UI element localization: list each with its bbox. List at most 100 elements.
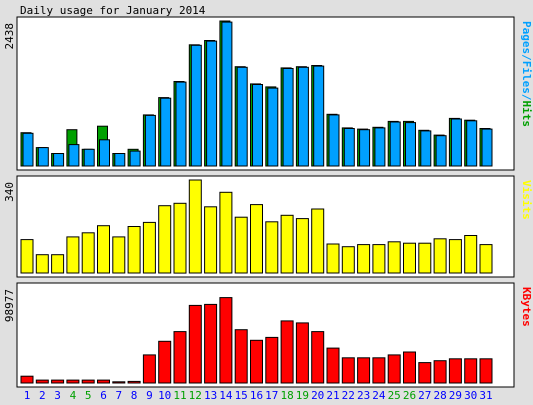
x-tick-label: 3 — [54, 389, 61, 402]
x-tick-label: 13 — [204, 389, 217, 402]
kbytes-bar-kbytes-21 — [326, 347, 340, 384]
kbytes-bar-kbytes-1 — [20, 375, 34, 384]
hits-bar-files-20 — [313, 65, 325, 167]
x-tick-label: 1 — [24, 389, 31, 402]
visits-bar-visits-26 — [403, 242, 416, 274]
hits-bar-files-26 — [405, 122, 416, 167]
x-tick-label: 12 — [189, 389, 202, 402]
kbytes-bar-kbytes-27 — [418, 362, 432, 384]
x-tick-label: 20 — [311, 389, 324, 402]
kbytes-bar-kbytes-9 — [142, 354, 156, 384]
visits-bar-visits-16 — [250, 204, 263, 274]
x-tick-label: 16 — [250, 389, 263, 402]
kbytes-bar-kbytes-6 — [97, 379, 110, 384]
x-tick-label: 30 — [464, 389, 477, 402]
kbytes-bar-kbytes-7 — [112, 381, 126, 384]
visits-bar-visits-9 — [142, 221, 156, 274]
y-max-label-hits: 2438 — [3, 23, 16, 50]
x-tick-label: 28 — [433, 389, 446, 402]
hits-bar-files-21 — [328, 114, 340, 167]
right-label-hits: Pages/Files/Hits — [520, 21, 533, 127]
chart-title: Daily usage for January 2014 — [20, 4, 206, 17]
hits-bar-files-29 — [450, 118, 462, 167]
kbytes-bar-kbytes-31 — [479, 358, 493, 384]
x-tick-label: 4 — [70, 389, 77, 402]
visits-bar-visits-18 — [280, 214, 294, 274]
visits-bar-visits-27 — [418, 242, 432, 274]
kbytes-bar-kbytes-12 — [188, 304, 202, 384]
visits-bar-visits-8 — [127, 226, 141, 274]
panel-visits: 340 Visits — [3, 175, 533, 278]
hits-bar-files-17 — [267, 87, 279, 167]
kbytes-bar-kbytes-19 — [295, 322, 309, 384]
x-tick-label: 24 — [372, 389, 386, 402]
x-tick-label: 25 — [388, 389, 401, 402]
visits-bar-visits-14 — [219, 191, 233, 274]
kbytes-bar-kbytes-15 — [234, 329, 248, 384]
kbytes-bar-kbytes-23 — [357, 357, 371, 384]
visits-bar-visits-21 — [326, 243, 340, 274]
hits-bar-files-11 — [175, 81, 187, 167]
hits-bar-files-9 — [144, 114, 156, 167]
x-tick-label: 27 — [418, 389, 431, 402]
y-max-label-visits: 340 — [3, 182, 16, 202]
hits-bar-files-7 — [114, 153, 126, 167]
kbytes-bar-kbytes-29 — [448, 358, 462, 384]
right-label-visits: Visits — [520, 180, 533, 220]
hits-bar-files-15 — [236, 66, 248, 167]
x-tick-label: 26 — [403, 389, 416, 402]
kbytes-bar-kbytes-13 — [204, 303, 218, 384]
kbytes-bar-kbytes-18 — [280, 320, 294, 384]
hits-bar-files-23 — [359, 129, 371, 167]
kbytes-bar-kbytes-8 — [127, 380, 141, 384]
x-tick-label: 8 — [131, 389, 138, 402]
panel-hits: 2438 Pages/Files/Hits — [3, 16, 533, 171]
kbytes-bar-kbytes-3 — [51, 379, 65, 384]
hits-bar-files-5 — [83, 148, 95, 167]
hits-bar-files-18 — [282, 68, 294, 167]
x-tick-label: 14 — [219, 389, 233, 402]
hits-bar-files-2 — [37, 147, 49, 167]
visits-bar-visits-2 — [35, 254, 49, 274]
kbytes-bar-kbytes-20 — [311, 331, 325, 384]
visits-bar-visits-10 — [158, 205, 172, 274]
visits-bar-visits-30 — [464, 235, 478, 274]
right-label-kbytes: KBytes — [520, 287, 533, 327]
visits-bar-visits-13 — [204, 206, 218, 274]
visits-bar-visits-19 — [295, 218, 309, 274]
hits-bar-files-10 — [160, 97, 172, 167]
visits-bar-visits-11 — [173, 202, 187, 274]
kbytes-bar-kbytes-5 — [81, 379, 95, 384]
hits-bar-files-16 — [252, 84, 263, 167]
kbytes-bar-kbytes-10 — [158, 340, 172, 384]
visits-bar-visits-17 — [265, 221, 279, 274]
kbytes-bar-kbytes-4 — [66, 379, 80, 384]
visits-bar-visits-22 — [341, 246, 355, 274]
visits-bar-visits-12 — [188, 179, 202, 274]
hits-bar-files-24 — [374, 127, 386, 167]
hits-bar-files-13 — [206, 40, 218, 167]
hits-bar-files-19 — [297, 66, 309, 167]
x-tick-label: 17 — [265, 389, 278, 402]
panel-kbytes: 98977 KBytes — [3, 282, 533, 388]
x-tick-label: 21 — [326, 389, 339, 402]
visits-bar-visits-3 — [51, 254, 65, 274]
kbytes-bar-kbytes-2 — [35, 379, 49, 384]
x-tick-label: 5 — [85, 389, 92, 402]
kbytes-bar-kbytes-17 — [265, 336, 279, 384]
visits-bar-visits-6 — [97, 225, 110, 274]
x-tick-label: 29 — [449, 389, 462, 402]
kbytes-bar-kbytes-30 — [464, 358, 478, 384]
hits-bar-files-28 — [435, 135, 447, 167]
visits-bar-visits-1 — [20, 239, 34, 274]
x-tick-label: 11 — [173, 389, 186, 402]
visits-bar-visits-4 — [66, 236, 80, 274]
x-tick-label: 9 — [146, 389, 153, 402]
visits-bar-visits-15 — [234, 216, 248, 274]
x-tick-label: 18 — [280, 389, 293, 402]
visits-bar-visits-24 — [372, 244, 386, 274]
hits-bar-files-1 — [22, 132, 34, 167]
kbytes-bar-kbytes-16 — [250, 339, 263, 384]
kbytes-bar-kbytes-14 — [219, 297, 233, 384]
